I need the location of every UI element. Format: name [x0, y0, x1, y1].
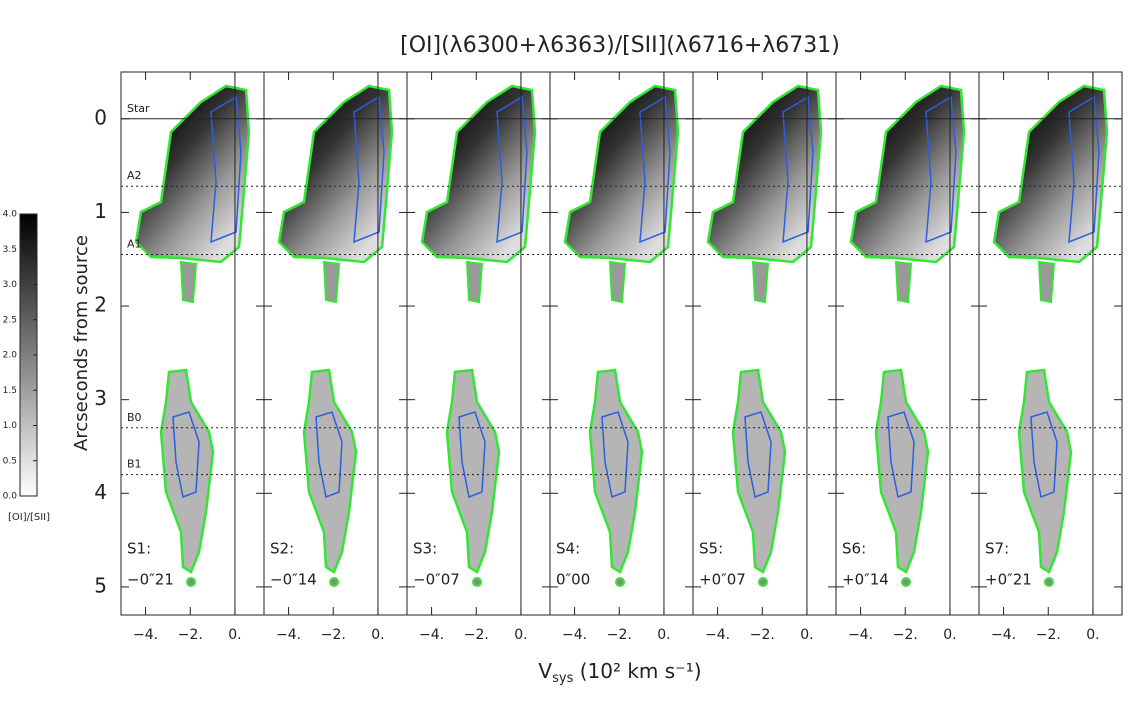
x-tick-label: −2. [464, 627, 489, 643]
y-tick-label: 3 [94, 386, 107, 410]
x-tick-label: −4. [991, 627, 1016, 643]
colorbar-tick-label: 0.0 [3, 492, 18, 502]
panel-offset: 0″00 [556, 571, 590, 589]
reference-label: B1 [127, 458, 142, 471]
colorbar-tick-label: 3.0 [3, 280, 18, 290]
colorbar-tick-label: 2.5 [3, 315, 17, 325]
panel-offset: +0″21 [985, 571, 1032, 589]
emission-image [134, 84, 251, 588]
emission-image [849, 84, 966, 588]
emission-image [420, 84, 537, 588]
panel-frame [978, 71, 1123, 616]
x-tick-label: 0. [800, 627, 813, 643]
x-tick-label: −4. [419, 627, 444, 643]
x-tick-label: −2. [893, 627, 918, 643]
panel-offset: −0″14 [270, 571, 317, 589]
x-tick-label: −4. [133, 627, 158, 643]
x-tick-label: 0. [371, 627, 384, 643]
emission-image [706, 84, 823, 588]
x-tick-label: −2. [178, 627, 203, 643]
emission-image [992, 84, 1109, 588]
x-tick-label: −4. [848, 627, 873, 643]
emission-image [563, 84, 680, 588]
x-label-rest: (10² km s⁻¹) [573, 659, 701, 683]
panel-name: S2: [270, 540, 294, 558]
x-tick-label: −2. [321, 627, 346, 643]
x-label-sub: sys [552, 671, 573, 686]
colorbar-tick-label: 3.5 [3, 245, 17, 255]
y-tick-label: 1 [94, 199, 107, 223]
emission-image [277, 84, 394, 588]
colorbar-tick-label: 2.0 [3, 351, 18, 361]
x-tick-label: 0. [657, 627, 670, 643]
x-label-main: V [538, 659, 552, 683]
colorbar-tick-label: 0.5 [3, 456, 17, 466]
panels: Star A2 A1 B0 B1 −4. −2. 0. 0 1 2 3 4 5 S1: −0″21 −4. −2.… [94, 71, 1123, 643]
panel-offset: −0″07 [413, 571, 460, 589]
panel-name: S4: [556, 540, 580, 558]
y-tick-label: 2 [94, 293, 107, 317]
chart-title: [OI](λ6300+λ6363)/[SII](λ6716+λ6731) [400, 33, 840, 58]
panel-name: S6: [842, 540, 866, 558]
x-tick-label: −4. [276, 627, 301, 643]
x-tick-label: −2. [750, 627, 775, 643]
colorbar-label: [OI]/[SII] [8, 512, 50, 523]
x-tick-label: −2. [1036, 627, 1061, 643]
reference-label: Star [127, 102, 150, 115]
panel-offset: +0″14 [842, 571, 889, 589]
y-tick-label: 4 [94, 480, 107, 504]
x-tick-label: −4. [705, 627, 730, 643]
reference-label: A1 [127, 238, 142, 251]
colorbar-tick-label: 4.0 [3, 210, 18, 220]
panel-offset: −0″21 [127, 571, 174, 589]
colorbar-tick-label: 1.0 [3, 421, 18, 431]
y-axis-label: Arcseconds from source [71, 235, 92, 451]
x-tick-label: 0. [1086, 627, 1099, 643]
x-axis-label: Vsys (10² km s⁻¹) [538, 659, 701, 686]
panel-name: S1: [127, 540, 151, 558]
reference-label: B0 [127, 411, 142, 424]
colorbar-tick-label: 1.5 [3, 386, 17, 396]
y-tick-label: 5 [94, 573, 107, 597]
reference-label: A2 [127, 169, 142, 182]
x-tick-label: −2. [607, 627, 632, 643]
panel-name: S5: [699, 540, 723, 558]
x-tick-label: 0. [943, 627, 956, 643]
panel-name: S7: [985, 540, 1009, 558]
panel-name: S3: [413, 540, 437, 558]
panel-offset: +0″07 [699, 571, 746, 589]
x-tick-label: 0. [514, 627, 527, 643]
y-tick-label: 0 [94, 105, 107, 129]
x-tick-label: 0. [228, 627, 241, 643]
x-tick-label: −4. [562, 627, 587, 643]
